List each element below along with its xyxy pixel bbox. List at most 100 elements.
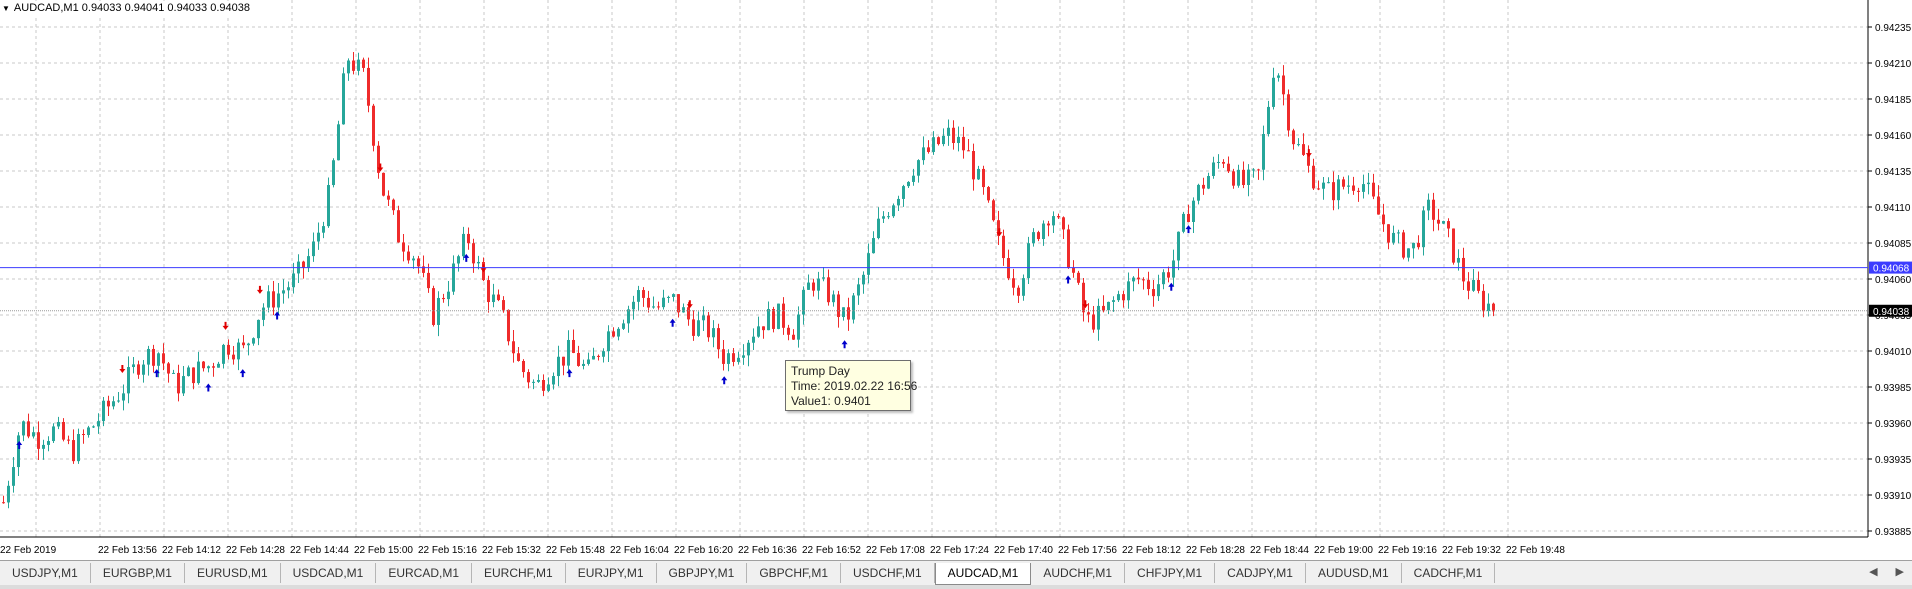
candle-body [1182, 213, 1185, 232]
candle-body [1377, 196, 1380, 215]
buy-arrow-icon [205, 383, 212, 392]
candle-body [1287, 94, 1290, 131]
candle-body [57, 421, 60, 427]
candle-body [132, 364, 135, 368]
candle-body [187, 367, 190, 377]
candle-body [407, 251, 410, 261]
candle-body [727, 353, 730, 364]
candle-body [342, 73, 345, 125]
scroll-left-icon[interactable]: ◀ [1869, 566, 1878, 578]
candle-body [1147, 279, 1150, 290]
candle-body [447, 291, 450, 300]
chart-tab[interactable]: AUDCHF,M1 [1031, 563, 1126, 583]
price-tick-label: 0.94135 [1875, 167, 1912, 178]
chart-tab[interactable]: EURJPY,M1 [566, 563, 657, 583]
chart-tab[interactable]: EURCAD,M1 [376, 563, 473, 583]
candle-body [507, 309, 510, 342]
scroll-right-icon[interactable]: ▶ [1895, 566, 1904, 578]
candle-body [1437, 219, 1440, 224]
candle-body [857, 284, 860, 296]
candle-body [1137, 277, 1140, 280]
chart-window[interactable]: 0.94235 0.94210 0.94185 0.94160 0.94135 0.941… [0, 0, 1912, 560]
candle-body [872, 238, 875, 254]
chart-tab[interactable]: CADJPY,M1 [1215, 563, 1306, 583]
time-tick-label: 22 Feb 18:28 [1186, 545, 1245, 556]
candle-body [182, 376, 185, 394]
level-price-label: 0.94068 [1873, 264, 1910, 275]
sell-arrow-icon [256, 285, 263, 294]
price-tick-label: 0.94060 [1875, 275, 1912, 286]
time-tick-label: 22 Feb 15:00 [354, 545, 413, 556]
candle-body [927, 147, 930, 152]
chart-tab-bar: USDJPY,M1 EURGBP,M1 EURUSD,M1 USDCAD,M1 EURC… [0, 560, 1912, 589]
candle-body [682, 307, 685, 313]
candle-body [37, 432, 40, 449]
candle-body [802, 289, 805, 315]
chart-tab[interactable]: EURCHF,M1 [472, 563, 566, 583]
candle-body [707, 315, 710, 338]
candle-body [1042, 223, 1045, 240]
candle-body [607, 331, 610, 352]
candle-body [382, 172, 385, 196]
candle-body [817, 278, 820, 291]
candle-body [62, 421, 65, 440]
candle-body [712, 328, 715, 338]
candle-body [327, 185, 330, 227]
candle-body [472, 243, 475, 264]
chart-tab[interactable]: GBPCHF,M1 [747, 563, 841, 583]
collapse-triangle-icon[interactable]: ▼ [2, 3, 10, 13]
time-tick-label: 22 Feb 16:36 [738, 545, 797, 556]
candle-body [1232, 171, 1235, 186]
chart-tab[interactable]: USDCHF,M1 [841, 563, 935, 583]
candle-body [1117, 294, 1120, 301]
candle-body [562, 356, 565, 366]
candle-body [1217, 161, 1220, 163]
time-tick-label: 22 Feb 16:20 [674, 545, 733, 556]
candle-body [192, 367, 195, 384]
horizontal-scrollbar[interactable] [0, 585, 1912, 589]
chart-header: ▼ AUDCAD,M1 0.94033 0.94041 0.94033 0.94… [2, 1, 250, 15]
chart-tab[interactable]: AUDCAD,M1 [934, 563, 1032, 585]
price-tick-label: 0.94160 [1875, 131, 1912, 142]
price-chart[interactable]: 0.94235 0.94210 0.94185 0.94160 0.94135 0.941… [0, 0, 1912, 560]
buy-arrow-icon [239, 369, 246, 378]
candle-body [1447, 221, 1450, 229]
candle-body [1172, 260, 1175, 278]
candle-body [967, 150, 970, 152]
time-tick-label: 22 Feb 17:24 [930, 545, 989, 556]
sell-arrow-icon [996, 228, 1003, 237]
chart-tab[interactable]: CADCHF,M1 [1402, 563, 1496, 583]
chart-tab[interactable]: EURGBP,M1 [91, 563, 185, 583]
time-tick-label: 22 Feb 18:44 [1250, 545, 1309, 556]
chart-tab[interactable]: USDJPY,M1 [0, 563, 91, 583]
price-tick-label: 0.93960 [1875, 419, 1912, 430]
candle-body [997, 220, 1000, 236]
chart-tab[interactable]: USDCAD,M1 [281, 563, 377, 583]
candle-body [392, 199, 395, 211]
candle-body [1192, 200, 1195, 222]
symbol-ohlc-text: AUDCAD,M1 0.94033 0.94041 0.94033 0.9403… [13, 2, 250, 14]
candle-body [632, 301, 635, 310]
candle-body [372, 105, 375, 146]
indicator-tooltip: Trump Day Time: 2019.02.22 16:56 Value1:… [785, 360, 917, 411]
candle-body [442, 297, 445, 300]
current-price-box [1869, 304, 1912, 317]
price-tick-label: 0.93910 [1875, 491, 1912, 502]
candle-body [1402, 232, 1405, 258]
candle-body [1187, 213, 1190, 222]
candle-body [767, 308, 770, 331]
candle-body [1027, 243, 1030, 279]
chart-tab[interactable]: GBPJPY,M1 [657, 563, 748, 583]
candle-body [797, 314, 800, 340]
chart-tab[interactable]: EURUSD,M1 [185, 563, 281, 583]
chart-tab[interactable]: AUDUSD,M1 [1306, 563, 1402, 583]
candle-body [787, 327, 790, 335]
chart-tab[interactable]: CHFJPY,M1 [1125, 563, 1216, 583]
sell-arrow-icon [480, 264, 487, 273]
candle-body [852, 295, 855, 320]
candle-body [1452, 228, 1455, 263]
candle-body [637, 290, 640, 302]
candle-body [1372, 182, 1375, 197]
candle-body [97, 421, 100, 427]
time-tick-label: 22 Feb 19:00 [1314, 545, 1373, 556]
